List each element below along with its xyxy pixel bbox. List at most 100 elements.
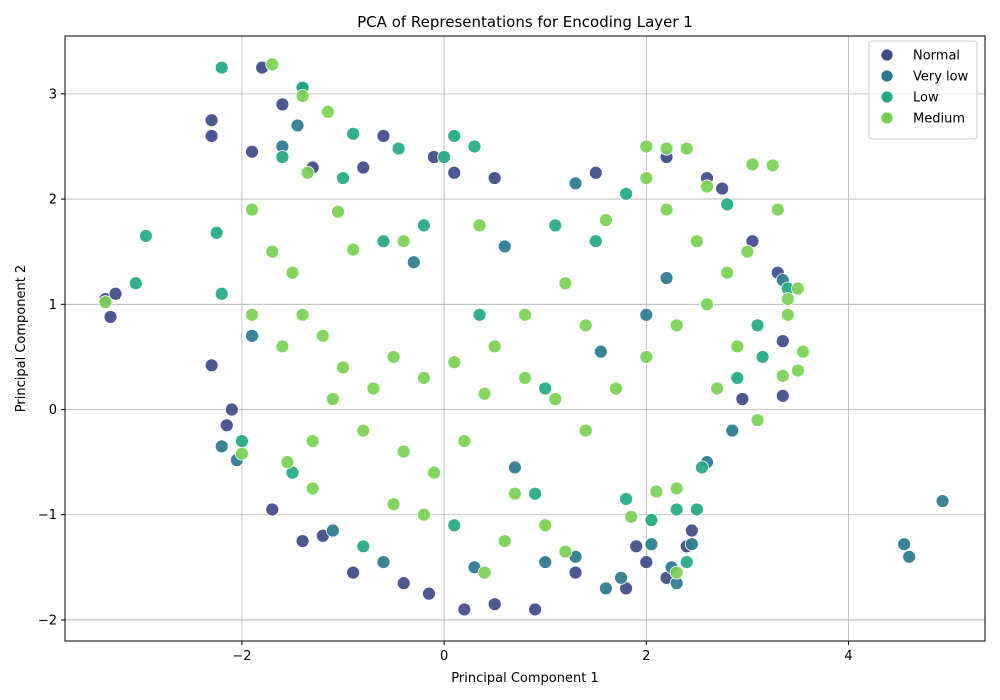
x-tick-label: 0: [440, 649, 448, 664]
scatter-point: [487, 171, 502, 185]
scatter-point: [417, 371, 431, 385]
scatter-point: [477, 565, 492, 580]
scatter-point: [538, 518, 553, 533]
scatter-point: [720, 265, 735, 280]
scatter-point: [507, 460, 522, 475]
grid: [65, 36, 985, 641]
scatter-point: [735, 392, 750, 406]
legend: Normal Very low Low Medium: [868, 40, 978, 140]
scatter-point: [518, 307, 532, 322]
legend-marker: [880, 90, 894, 104]
scatter-point: [376, 555, 391, 569]
series-medium: [98, 57, 810, 580]
scatter-point: [689, 502, 704, 517]
scatter-point: [639, 139, 654, 154]
scatter-point: [447, 129, 462, 143]
scatter-point: [346, 565, 361, 580]
scatter-point: [497, 239, 512, 254]
scatter-point: [644, 537, 659, 552]
scatter-point: [356, 539, 371, 554]
scatter-point: [98, 295, 113, 310]
scatter-point: [598, 581, 613, 596]
scatter-point: [275, 150, 290, 164]
scatter-point: [780, 292, 795, 306]
scatter-point: [103, 310, 118, 324]
scatter-point: [295, 89, 310, 103]
scatter-point: [265, 244, 280, 259]
scatter-point: [659, 202, 674, 217]
scatter-point: [598, 213, 613, 228]
scatter-point: [280, 455, 295, 470]
legend-label: Normal: [913, 49, 960, 64]
scatter-point: [780, 307, 795, 322]
x-axis-label: Principal Component 1: [451, 671, 598, 686]
scatter-point: [639, 171, 654, 185]
scatter-point: [528, 602, 543, 617]
scatter-point: [689, 234, 704, 249]
y-tick-label: −2: [38, 613, 57, 628]
scatter-point: [235, 434, 249, 448]
scatter-point: [745, 157, 760, 172]
scatter-point: [639, 555, 654, 569]
scatter-point: [715, 181, 730, 196]
scatter-point: [265, 502, 280, 517]
scatter-point: [467, 139, 482, 154]
scatter-point: [609, 381, 623, 396]
data-points: [98, 57, 950, 617]
scatter-point: [775, 334, 790, 349]
scatter-point: [568, 176, 583, 191]
scatter-point: [214, 286, 229, 301]
legend-label: Medium: [913, 112, 965, 127]
y-tick-label: 2: [49, 193, 57, 208]
scatter-point: [224, 402, 239, 417]
y-axis-ticks: −2 −1 0 1 2 3: [38, 87, 65, 628]
scatter-point: [750, 318, 765, 333]
scatter-point: [791, 281, 805, 296]
scatter-point: [336, 360, 350, 375]
scatter-point: [472, 218, 487, 233]
scatter-point: [548, 218, 563, 233]
scatter-point: [639, 307, 654, 322]
scatter-point: [791, 363, 805, 378]
legend-marker: [880, 111, 894, 125]
scatter-point: [659, 271, 674, 285]
x-tick-label: 4: [844, 649, 852, 664]
scatter-point: [275, 97, 290, 112]
y-axis-label: Principal Component 2: [14, 265, 29, 412]
scatter-point: [765, 158, 780, 173]
scatter-point: [396, 576, 411, 591]
scatter-point: [568, 565, 583, 580]
scatter-point: [614, 570, 628, 585]
scatter-point: [477, 386, 492, 401]
scatter-point: [497, 534, 512, 548]
scatter-point: [300, 165, 315, 180]
scatter-point: [755, 350, 770, 364]
scatter-point: [644, 513, 659, 527]
chart-title: PCA of Representations for Encoding Laye…: [357, 13, 693, 31]
scatter-point: [528, 486, 543, 501]
scatter-point: [315, 328, 330, 343]
scatter-point: [684, 523, 699, 538]
scatter-point: [447, 165, 462, 180]
scatter-point: [295, 534, 310, 548]
scatter-point: [775, 388, 790, 403]
legend-marker: [880, 48, 894, 62]
scatter-point: [422, 586, 436, 601]
scatter-point: [796, 344, 810, 359]
scatter-point: [558, 544, 573, 559]
scatter-point: [518, 371, 532, 385]
scatter-point: [649, 484, 664, 499]
series-very-low: [214, 81, 950, 596]
scatter-point: [730, 371, 745, 385]
scatter-point: [750, 413, 765, 427]
series-low: [128, 60, 795, 569]
scatter-point: [679, 141, 694, 156]
scatter-point: [935, 494, 950, 508]
scatter-point: [700, 179, 714, 194]
scatter-point: [396, 234, 411, 249]
scatter-point: [346, 242, 361, 257]
scatter-point: [235, 446, 249, 461]
scatter-point: [285, 265, 300, 280]
scatter-point: [326, 392, 340, 406]
scatter-point: [290, 118, 305, 133]
